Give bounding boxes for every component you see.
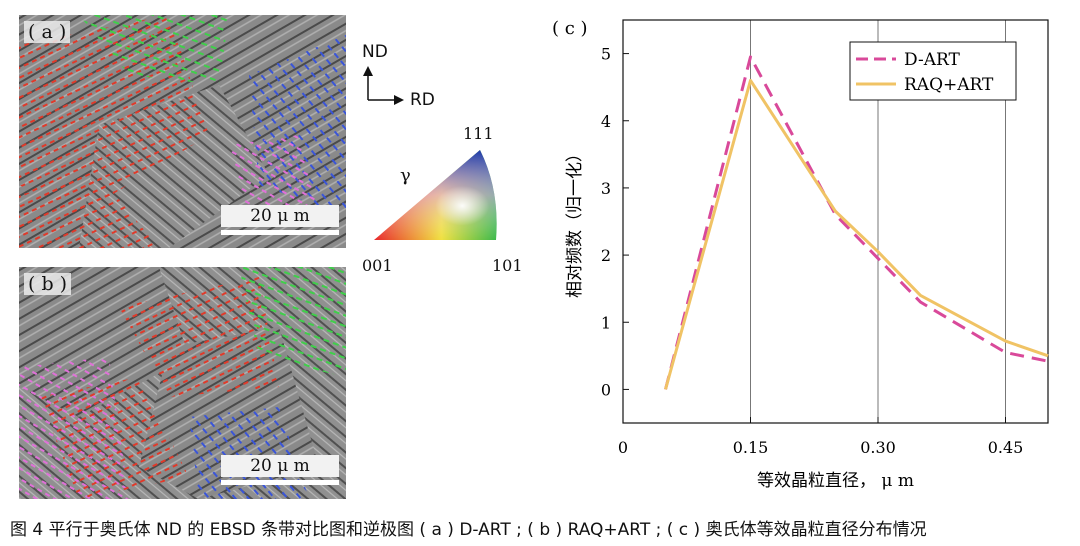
x-tick-label-3: 0.45 <box>988 438 1024 457</box>
scale-bar-text-a: 20 μ m <box>221 205 339 227</box>
series-line-0 <box>664 55 1049 390</box>
ipf-111-label: 111 <box>463 124 494 143</box>
ipf-color-key: γ 111 001 101 <box>360 120 523 280</box>
ipf-101-label: 101 <box>492 256 523 275</box>
y-tick-label-2: 2 <box>601 246 611 265</box>
x-axis-label: 等效晶粒直径， μ m <box>757 471 914 491</box>
grain-size-chart: 0 0.15 0.30 0.45 0 1 2 3 4 5 ( c ) 等效晶粒直径， μ m 相对… <box>540 10 1070 500</box>
ebsd-map-a: ( a ) 20 μ m <box>19 15 346 248</box>
y-tick-label-0: 0 <box>601 380 611 399</box>
panel-label-c: ( c ) <box>552 18 588 39</box>
y-tick-label-1: 1 <box>601 313 611 332</box>
scale-bar-a: 20 μ m <box>221 205 339 235</box>
y-axis-label: 相对频数（归一化） <box>565 145 585 298</box>
scale-bar-line-b <box>221 480 339 485</box>
axes-arrows-icon <box>363 66 404 105</box>
chart-legend: D-ART RAQ+ART <box>849 41 1017 101</box>
legend-label-d-art: D-ART <box>904 50 960 70</box>
scale-bar-b: 20 μ m <box>221 455 339 485</box>
ipf-001-label: 001 <box>362 256 393 275</box>
ipf-phase-label: γ <box>400 165 411 186</box>
scale-bar-text-b: 20 μ m <box>221 455 339 477</box>
ipf-triangle <box>374 150 497 240</box>
y-tick-label-5: 5 <box>601 45 611 64</box>
x-tick-label-0: 0 <box>618 438 628 457</box>
nd-label: ND <box>362 42 388 62</box>
x-tick-label-1: 0.15 <box>733 438 769 457</box>
rd-label: RD <box>410 90 435 110</box>
ebsd-texture-b <box>19 267 346 499</box>
y-tick-label-3: 3 <box>601 179 611 198</box>
sample-axes: ND RD <box>360 42 480 120</box>
series-line-1 <box>664 78 1049 390</box>
chart-svg: 0 0.15 0.30 0.45 0 1 2 3 4 5 ( c ) 等效晶粒直径， μ m 相对… <box>552 18 1049 491</box>
plot-frame <box>622 19 1049 424</box>
scale-bar-line-a <box>221 230 339 235</box>
legend-label-raq-art: RAQ+ART <box>904 75 994 95</box>
x-tick-label-2: 0.30 <box>860 438 896 457</box>
panel-label-b: ( b ) <box>24 273 72 295</box>
y-tick-label-4: 4 <box>601 112 611 131</box>
legend-box <box>849 41 1017 101</box>
figure-caption: 图 4 平行于奥氏体 ND 的 EBSD 条带对比图和逆极图 ( a ) D-A… <box>10 520 927 540</box>
ebsd-map-b: ( b ) 20 μ m <box>19 267 346 499</box>
panel-label-a: ( a ) <box>24 21 71 43</box>
